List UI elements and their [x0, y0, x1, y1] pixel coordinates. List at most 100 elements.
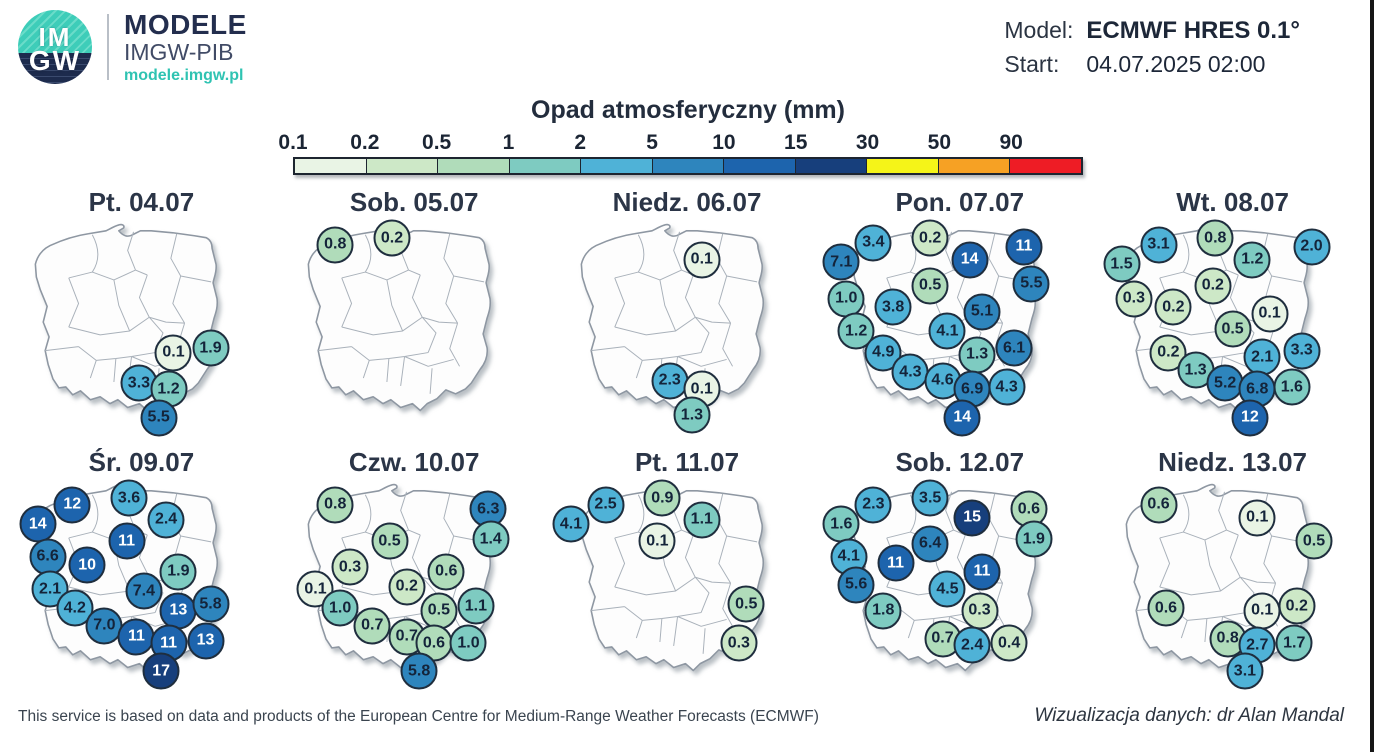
bubble-layer: 0.1 1.9 3.3 1.2 5.5	[18, 221, 265, 437]
precip-bubble: 4.1	[552, 505, 590, 543]
map-day-title: Czw. 10.07	[348, 447, 480, 477]
precip-bubble: 0.2	[388, 568, 426, 606]
precip-bubble: 4.3	[988, 368, 1026, 406]
imgw-logo-icon: IM GW	[18, 10, 92, 85]
model-info: Model: ECMWF HRES 0.1° Start: 04.07.2025…	[1004, 10, 1300, 79]
precip-bubble: 0.5	[1214, 310, 1252, 348]
precip-bubble: 11	[108, 522, 146, 560]
precip-bubble: 6.4	[911, 525, 949, 563]
map-day-title: Pon. 07.07	[895, 187, 1025, 217]
start-value: 04.07.2025 02:00	[1086, 51, 1266, 77]
precip-bubble: 0.1	[1251, 295, 1289, 333]
precip-bubble: 3.3	[1283, 332, 1321, 370]
precip-bubble: 0.6	[1140, 486, 1178, 524]
model-label: Model:	[1004, 17, 1074, 43]
precip-bubble: 0.4	[990, 624, 1028, 662]
precip-bubble: 6.1	[995, 329, 1033, 367]
logo-gw-text: GW	[28, 45, 82, 77]
precip-bubble: 2.0	[1293, 228, 1331, 266]
precip-bubble: 1.1	[683, 501, 721, 539]
precip-bubble: 3.1	[1140, 226, 1178, 264]
precip-bubble: 0.3	[1115, 280, 1153, 318]
legend-color-segment	[651, 159, 724, 173]
legend-tick-label: 30	[855, 131, 880, 154]
precip-bubble: 0.8	[1196, 219, 1234, 257]
precip-bubble: 0.7	[353, 607, 391, 645]
legend-tick-label: 50	[927, 131, 952, 154]
start-label: Start:	[1004, 51, 1060, 77]
precip-bubble: 2.4	[953, 626, 991, 664]
map-area: 3.1 0.8 1.2 2.0 1.5 0.2 0.3 0.2 0.1 0.5 2.1 3.3 0.2 1…	[1103, 219, 1356, 437]
precip-bubble: 6.6	[29, 538, 67, 576]
brand-text: MODELE IMGW-PIB modele.imgw.pl	[124, 9, 247, 84]
map-area: 3.4 0.2 14 11 7.1 5.5 0.5 1.0 3.8 5.1 4.1 1.2 6.1 4.9…	[822, 219, 1083, 437]
bubble-layer: 0.6 0.1 0.5 0.6 0.1 0.2 0.8 2.7 1.7 3.1	[1109, 481, 1356, 697]
bubble-layer: 0.9 2.5 4.1 1.1 0.1 0.5 0.3	[552, 479, 811, 697]
precip-bubble: 0.3	[331, 548, 369, 586]
legend-color-segment	[723, 159, 795, 173]
precip-bubble: 0.6	[415, 624, 453, 662]
map-area: 0.1 1.9 3.3 1.2 5.5	[18, 221, 265, 437]
precip-bubble: 5.5	[1012, 265, 1050, 303]
precip-bubble: 2.4	[147, 501, 185, 539]
precip-bubble: 0.1	[1238, 499, 1276, 537]
maps-grid: Pt. 04.07 0.1 1.9 3.3 1.2 5.5 Sob. 05.07 0.8…	[0, 185, 1374, 697]
precip-bubble: 1.1	[457, 587, 495, 625]
precip-bubble: 1.0	[449, 624, 487, 662]
map-area: 0.6 0.1 0.5 0.6 0.1 0.2 0.8 2.7 1.7 3.1	[1109, 481, 1356, 697]
legend-tick-label: 0.5	[422, 131, 452, 154]
precip-bubble: 1.7	[1275, 624, 1313, 662]
footer-attribution: This service is based on data and produc…	[18, 708, 819, 725]
precip-bubble: 0.6	[1147, 589, 1185, 627]
imgw-brand: IM GW MODELE IMGW-PIB modele.imgw.pl	[18, 9, 247, 85]
map-area: 0.8 6.3 0.5 1.4 0.3 0.6 0.1 0.2 1.0 0.5 1.1 0.7 0.7 0…	[291, 481, 538, 697]
forecast-map-cell: Wt. 08.07 3.1 0.8 1.2 2.0 1.5 0.2 0.3 0.2 0.1 0.5…	[1099, 185, 1366, 437]
precip-bubble: 3.6	[110, 479, 148, 517]
forecast-map-cell: Sob. 12.07 2.3 3.5 15 0.6 1.6 6.4 1.9 4.1 11 11 5.…	[822, 445, 1093, 697]
precip-bubble: 2.3	[651, 362, 689, 400]
precip-bubble: 3.5	[911, 479, 949, 517]
footer-credit: Wizualizacja danych: dr Alan Mandal	[1034, 705, 1344, 726]
legend-title: Opad atmosferyczny (mm)	[531, 96, 845, 124]
precip-bubble: 13	[159, 592, 197, 630]
bubble-layer: 3.4 0.2 14 11 7.1 5.5 0.5 1.0 3.8 5.1 4.1 1.2 6.1 4.9…	[822, 219, 1083, 437]
precip-bubble: 7.0	[85, 607, 123, 645]
brand-subtitle: IMGW-PIB	[124, 39, 234, 66]
precip-bubble: 12	[53, 486, 91, 524]
legend-color-segment	[1009, 159, 1082, 173]
precip-bubble: 2.1	[1243, 338, 1281, 376]
bubble-layer: 0.8 6.3 0.5 1.4 0.3 0.6 0.1 0.2 1.0 0.5 1.1 0.7 0.7 0…	[291, 481, 538, 697]
map-area: 12 3.6 14 2.4 11 6.6 10 1.9 2.1 7.4 4.2 13 5.8 7.0 11 1…	[18, 479, 265, 697]
page-footer: This service is based on data and produc…	[0, 697, 1374, 727]
precip-bubble: 4.3	[891, 353, 929, 391]
precip-bubble: 5.8	[192, 585, 229, 623]
precip-bubble: 5.6	[837, 566, 875, 604]
precip-bubble: 1.9	[159, 553, 197, 591]
precip-bubble: 10	[68, 546, 106, 584]
legend-color-segment	[508, 159, 581, 173]
precip-bubble: 11	[117, 618, 155, 656]
precip-bubble: 4.6	[924, 362, 961, 400]
precip-bubble: 1.6	[822, 505, 860, 543]
legend-tick-label: 0.2	[350, 131, 380, 154]
legend-tick-label: 15	[784, 131, 808, 154]
precip-bubble: 0.5	[420, 592, 458, 630]
logo-bottom-half	[18, 53, 92, 85]
page-header: IM GW MODELE IMGW-PIB modele.imgw.pl Mod…	[0, 0, 1374, 94]
map-day-title: Sob. 12.07	[895, 447, 1025, 477]
legend-ticks: 0.1 0.2 0.5 1 2 5 10 15 30 50 90	[278, 131, 1083, 157]
map-day-title: Niedz. 06.07	[612, 187, 762, 217]
precip-bubble: 0.9	[643, 479, 681, 517]
forecast-map-cell: Niedz. 06.07 0.1 2.3 0.1 1.3	[554, 185, 821, 437]
map-area: 0.9 2.5 4.1 1.1 0.1 0.5 0.3	[552, 479, 811, 697]
precip-bubble: 0.6	[427, 553, 465, 591]
map-day-title: Wt. 08.07	[1176, 187, 1289, 217]
precip-bubble: 5.2	[1206, 364, 1244, 402]
precip-bubble: 1.2	[837, 312, 875, 350]
precip-bubble: 1.8	[864, 592, 902, 630]
precip-bubble: 14	[943, 399, 981, 437]
precip-bubble: 3.8	[874, 288, 912, 326]
precip-bubble: 0.2	[373, 219, 411, 257]
brand-title: MODELE	[124, 9, 247, 40]
